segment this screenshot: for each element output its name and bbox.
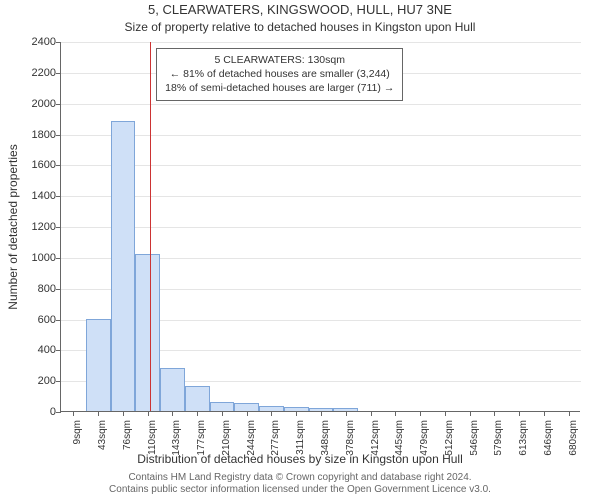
x-tick-label: 445sqm xyxy=(394,420,405,470)
histogram-bar xyxy=(111,121,136,411)
y-tick-label: 0 xyxy=(16,406,56,418)
chart-subtitle: Size of property relative to detached ho… xyxy=(0,20,600,34)
histogram-bar xyxy=(210,402,235,411)
chart-title: 5, CLEARWATERS, KINGSWOOD, HULL, HU7 3NE xyxy=(0,2,600,17)
y-tick-label: 2400 xyxy=(16,36,56,48)
plot-area: 5 CLEARWATERS: 130sqm ← 81% of detached … xyxy=(60,42,580,412)
x-tick-label: 378sqm xyxy=(345,420,356,470)
x-tick-label: 579sqm xyxy=(493,420,504,470)
y-tick-label: 200 xyxy=(16,375,56,387)
annotation-line: 5 CLEARWATERS: 130sqm xyxy=(165,53,394,67)
x-tick-label: 76sqm xyxy=(122,420,133,470)
x-tick-label: 613sqm xyxy=(518,420,529,470)
chart-container: 5, CLEARWATERS, KINGSWOOD, HULL, HU7 3NE… xyxy=(0,0,600,500)
footer-text: Contains HM Land Registry data © Crown c… xyxy=(0,472,600,483)
x-tick-label: 9sqm xyxy=(72,420,83,470)
histogram-bar xyxy=(135,254,160,411)
x-tick-label: 348sqm xyxy=(320,420,331,470)
y-tick-label: 1000 xyxy=(16,252,56,264)
histogram-bar xyxy=(234,403,259,411)
marker-line xyxy=(150,42,151,411)
x-tick-label: 210sqm xyxy=(221,420,232,470)
y-tick-label: 1200 xyxy=(16,221,56,233)
x-tick-label: 244sqm xyxy=(246,420,257,470)
x-tick-label: 277sqm xyxy=(270,420,281,470)
y-tick-label: 2200 xyxy=(16,67,56,79)
x-tick-label: 412sqm xyxy=(370,420,381,470)
x-tick-label: 546sqm xyxy=(469,420,480,470)
x-tick-label: 43sqm xyxy=(97,420,108,470)
y-tick-label: 1400 xyxy=(16,190,56,202)
x-tick-label: 177sqm xyxy=(196,420,207,470)
y-tick-label: 600 xyxy=(16,314,56,326)
x-tick-label: 311sqm xyxy=(295,420,306,470)
x-tick-label: 646sqm xyxy=(543,420,554,470)
annotation-box: 5 CLEARWATERS: 130sqm ← 81% of detached … xyxy=(156,48,403,101)
y-tick-label: 800 xyxy=(16,283,56,295)
x-tick-label: 680sqm xyxy=(568,420,579,470)
footer-text: Contains public sector information licen… xyxy=(0,484,600,495)
y-tick-label: 1800 xyxy=(16,129,56,141)
histogram-bar xyxy=(86,319,111,412)
annotation-line: 18% of semi-detached houses are larger (… xyxy=(165,81,394,95)
x-tick-label: 512sqm xyxy=(444,420,455,470)
histogram-bar xyxy=(160,368,185,411)
histogram-bar xyxy=(185,386,210,411)
annotation-line: ← 81% of detached houses are smaller (3,… xyxy=(165,67,394,81)
x-tick-label: 479sqm xyxy=(419,420,430,470)
x-tick-label: 143sqm xyxy=(171,420,182,470)
y-tick-label: 2000 xyxy=(16,98,56,110)
y-tick-label: 1600 xyxy=(16,159,56,171)
y-tick-label: 400 xyxy=(16,344,56,356)
x-tick-label: 110sqm xyxy=(147,420,158,470)
